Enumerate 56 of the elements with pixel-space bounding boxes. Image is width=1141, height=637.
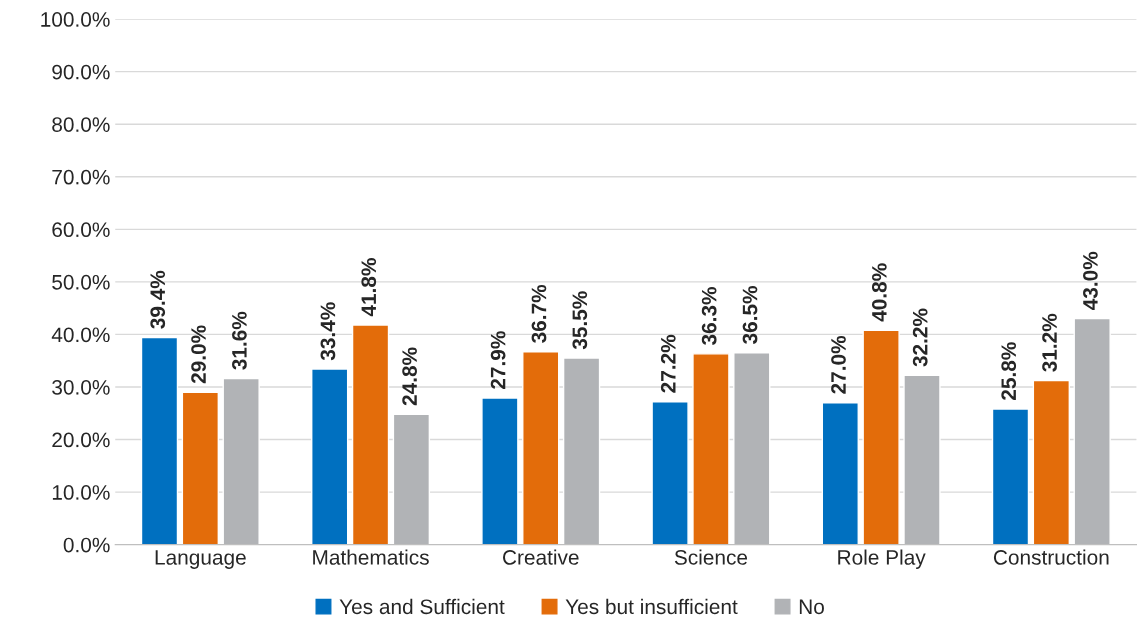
y-tick-label: 100.0% [41,12,110,27]
legend-label: Yes but insufficient [565,598,738,615]
bar [522,351,560,545]
x-tick-label: Role Play [838,549,926,569]
y-tick-label: 60.0% [52,222,110,238]
data-label: 27.2% [660,334,676,393]
data-label: 36.3% [701,287,717,346]
y-tick-label: 70.0% [52,169,110,185]
data-label: 29.0% [191,325,206,384]
y-tick-label: 90.0% [52,64,110,80]
bar [903,374,941,545]
y-tick-label: 40.0% [51,327,110,343]
data-label: 43.0% [1083,251,1098,311]
y-tick-label: 0.0% [63,537,110,553]
bar [311,368,349,545]
x-tick-label: Science [674,549,748,565]
data-label: 41.8% [361,258,377,317]
y-tick-label: 20.0% [52,432,110,448]
data-label: 40.8% [871,263,887,322]
bar [651,400,689,545]
y-tick-label: 50.0% [52,274,110,290]
data-label: 33.4% [320,302,336,361]
data-label: 35.5% [572,291,588,350]
bar [351,324,390,545]
bar [821,402,859,545]
data-label: 36.7% [531,284,547,343]
bar [692,353,730,545]
x-tick-label: Language [155,550,246,569]
data-label: 27.9% [490,331,506,389]
bar [140,336,179,545]
x-tick-label: Construction [993,549,1109,565]
bar [862,329,900,545]
y-tick-label: 10.0% [52,485,110,500]
bar [733,352,771,545]
legend-label: Yes and Sufficient [339,598,505,615]
bar [991,408,1030,545]
legend-label: No [799,599,824,615]
data-label: 25.8% [1001,342,1017,400]
bar [181,391,220,545]
y-tick-label: 80.0% [52,117,110,132]
data-label: 31.6% [232,311,247,370]
data-label: 36.5% [742,285,758,345]
data-label: 32.2% [912,308,928,367]
data-label: 24.8% [402,347,417,406]
data-label: 31.2% [1042,313,1057,372]
data-label: 39.4% [150,270,166,329]
bar [481,397,519,545]
x-tick-label: Creative [503,549,579,565]
data-label: 27.0% [831,335,846,394]
bar [1032,379,1071,545]
bar [222,377,260,545]
bar [392,413,431,545]
bar [1073,317,1111,545]
y-tick-label: 30.0% [52,379,110,395]
bar [562,357,601,545]
x-tick-label: Mathematics [313,549,429,565]
